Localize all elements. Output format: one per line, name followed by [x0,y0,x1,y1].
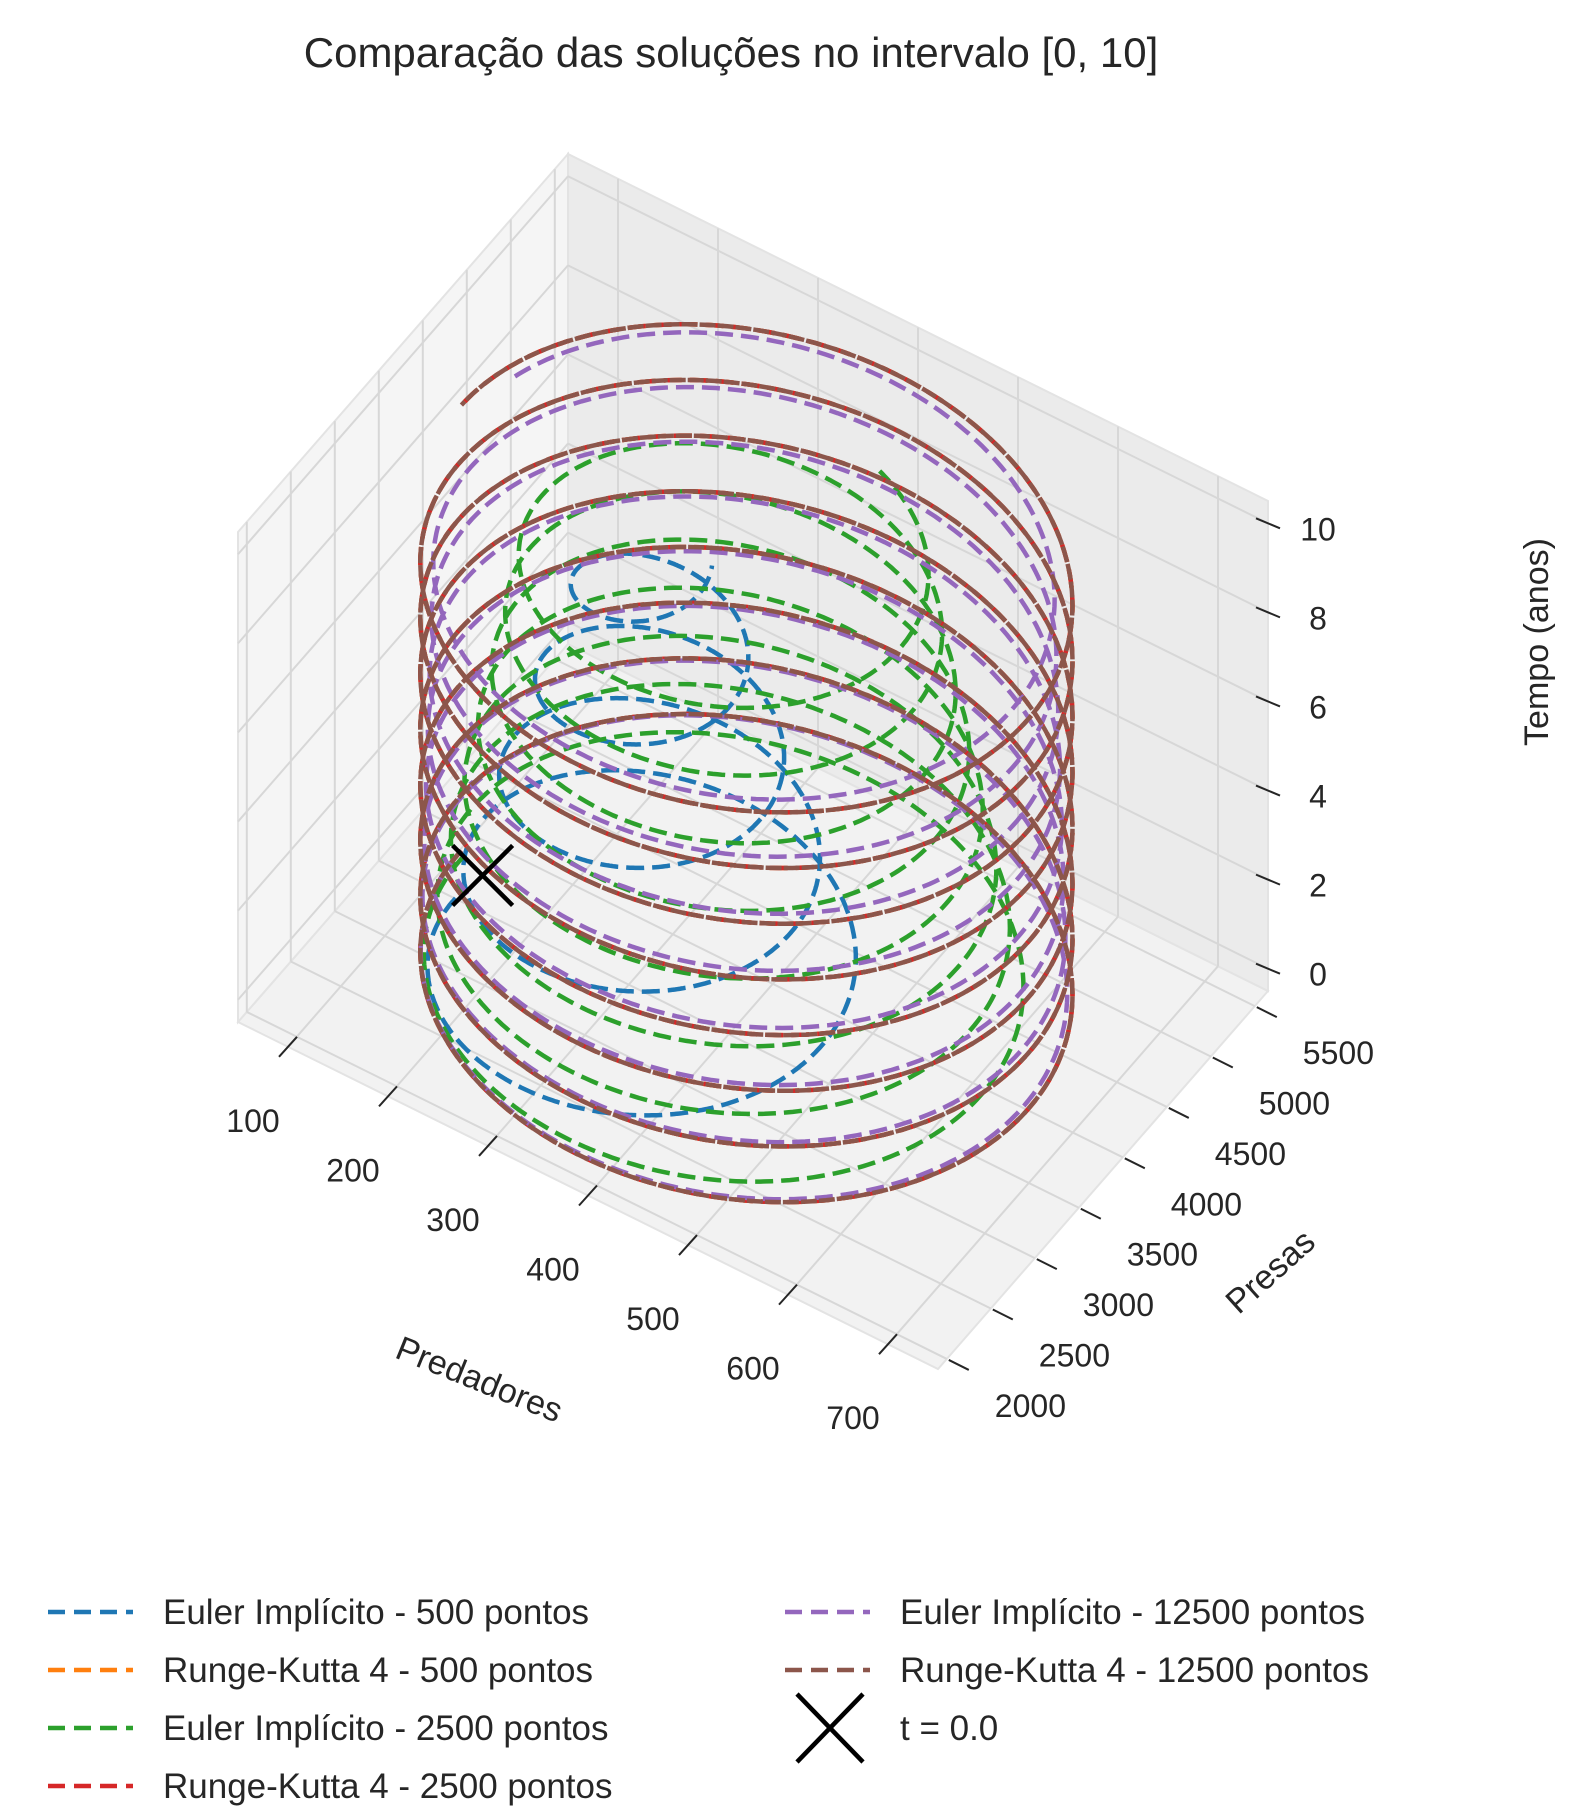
y-tick-label: 5000 [1259,1086,1330,1122]
z-tick-label: 0 [1309,957,1327,993]
x-tick [278,1036,298,1058]
x-tick-label: 300 [426,1202,479,1238]
z-tick-label: 6 [1309,690,1327,726]
z-tick [1255,962,1281,975]
y-tick [1080,1207,1102,1220]
series-line-3 [421,441,1026,1184]
y-grid-floor-line [290,960,992,1310]
start-marker-stroke [451,843,515,908]
y-tick-label: 2500 [1039,1338,1110,1374]
start-marker [451,843,515,908]
y-tick [1036,1258,1058,1271]
y-grid-floor-line [466,759,1168,1108]
z-tick [1255,873,1281,886]
x-tick [578,1184,598,1207]
z-grid-side-line [237,264,569,645]
y-axis-label: Presas [1219,1222,1323,1321]
series-line-5 [418,330,1070,1202]
x-tick [678,1234,698,1256]
legend-label: Euler Implícito - 500 pontos [163,1593,589,1632]
chart-title: Comparação das soluções no intervalo [0,… [304,29,1159,76]
y-tick [1256,1006,1278,1019]
legend-marker-stroke [795,1692,865,1764]
x-grid-floor-line [587,816,919,1197]
z-tick [1255,606,1281,619]
z-tick-label: 4 [1309,779,1327,815]
z-grid-side-line [237,442,569,823]
x-grid-floor-line [887,965,1219,1345]
z-tick [1255,784,1281,797]
z-tick-label: 2 [1309,868,1327,904]
series-line-6 [418,322,1075,1205]
x-tick [478,1135,498,1157]
x-tick-label: 500 [626,1301,679,1337]
series-line-1 [425,551,859,1118]
legend-label: Euler Implícito - 12500 pontos [900,1593,1365,1632]
legend: Euler Implícito - 500 pontos Runge-Kutta … [48,1593,1369,1806]
y-tick-label: 5500 [1303,1035,1374,1071]
x-tick-label: 400 [526,1252,579,1288]
y-tick [1212,1056,1234,1069]
y-tick [1124,1157,1146,1170]
y-grid-floor-line [334,910,1036,1260]
y-tick-label: 3500 [1127,1237,1198,1273]
side-pane [237,151,569,1025]
x-tick [878,1333,898,1355]
z-tick [1255,517,1281,530]
z-grid-back-line [567,620,1269,970]
x-tick-label: 200 [326,1152,379,1188]
x-tick-label: 100 [226,1103,279,1139]
z-grid-side-line [237,353,569,734]
x-tick [378,1085,398,1108]
y-tick [992,1308,1014,1321]
x-tick-label: 700 [826,1400,879,1436]
y-tick-label: 4000 [1171,1186,1242,1222]
z-grid-side-line [237,175,569,555]
y-tick-label: 4500 [1215,1136,1286,1172]
y-grid-floor-line [378,859,1080,1209]
z-grid-back-line [567,175,1269,525]
y-grid-floor-line [510,708,1212,1058]
legend-label: Euler Implícito - 2500 pontos [163,1709,609,1748]
legend-label: Runge-Kutta 4 - 2500 pontos [163,1767,612,1806]
x-axis-label: Predadores [391,1329,568,1430]
y-grid-floor-line [422,809,1124,1159]
z-tick-label: 10 [1300,511,1336,547]
y-tick-label: 3000 [1083,1287,1154,1323]
z-axis-label: Tempo (anos) [1518,538,1556,746]
legend-label: t = 0.0 [900,1709,998,1748]
z-tick [1255,695,1281,708]
legend-label: Runge-Kutta 4 - 12500 pontos [900,1651,1369,1690]
x-grid-floor-line [487,767,819,1147]
x-tick-label: 600 [726,1351,779,1387]
x-tick [778,1283,798,1306]
series-layer [418,322,1075,1205]
x-grid-floor-line [787,915,1119,1296]
y-tick [1168,1107,1190,1119]
z-grid-back-line [567,353,1269,703]
z-tick-label: 8 [1309,600,1327,636]
y-tick-label: 2000 [995,1388,1066,1424]
legend-label: Runge-Kutta 4 - 500 pontos [163,1651,593,1690]
z-grid-back-line [567,531,1269,881]
y-tick [948,1359,970,1371]
